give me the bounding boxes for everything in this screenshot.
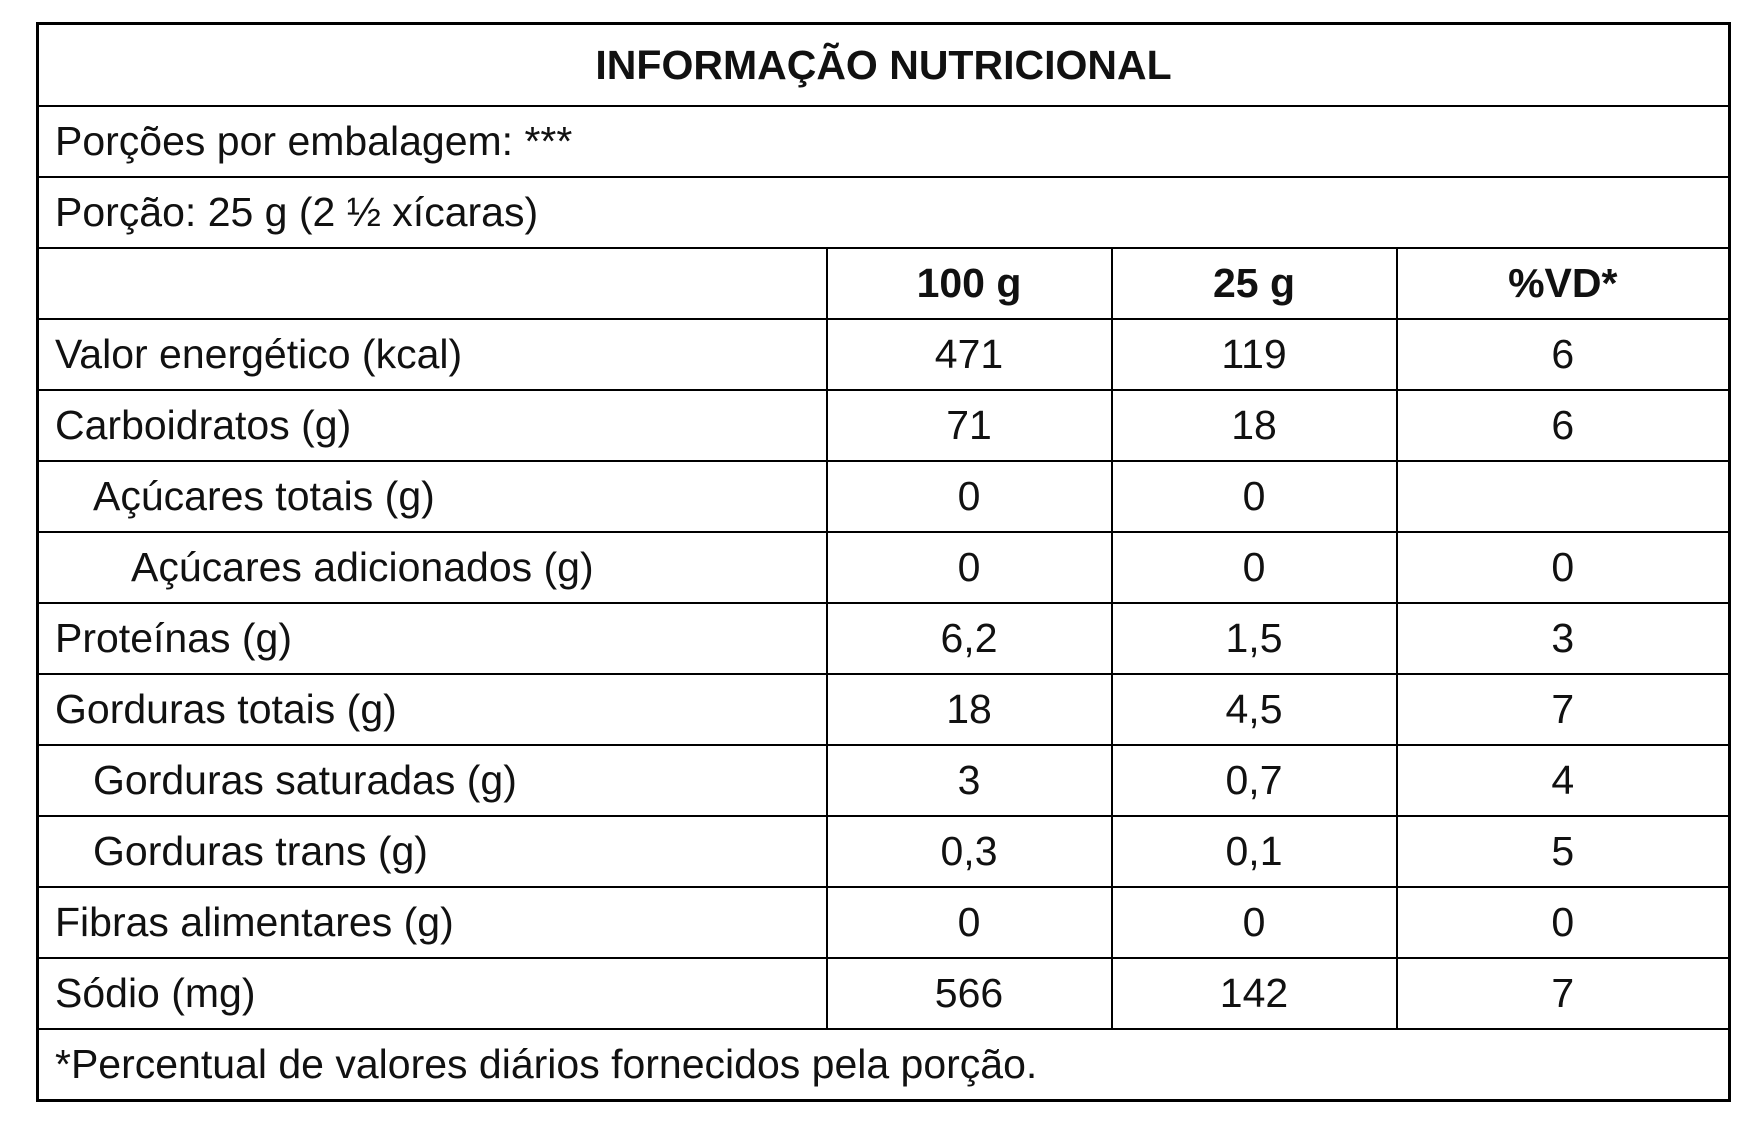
nutrient-value: 3 <box>1395 602 1731 675</box>
footnote-row: *Percentual de valores diários fornecido… <box>36 1028 1731 1102</box>
nutrient-value: 71 <box>825 389 1113 462</box>
title-row: INFORMAÇÃO NUTRICIONAL <box>36 22 1731 107</box>
nutrient-value: 0 <box>1395 531 1731 604</box>
nutrient-label: Gorduras saturadas (g) <box>36 744 828 817</box>
serving-size: Porção: 25 g (2 ½ xícaras) <box>36 176 1731 249</box>
nutrient-value: 3 <box>825 744 1113 817</box>
nutrient-value: 471 <box>825 318 1113 391</box>
column-header: 100 g <box>825 247 1113 320</box>
nutrient-value: 0 <box>825 460 1113 533</box>
nutrient-value: 119 <box>1110 318 1398 391</box>
nutrient-value: 4 <box>1395 744 1731 817</box>
nutrient-value: 0 <box>1110 460 1398 533</box>
nutrient-label: Carboidratos (g) <box>36 389 828 462</box>
nutrient-value: 0,7 <box>1110 744 1398 817</box>
column-header-row: 100 g 25 g %VD* <box>36 247 1731 320</box>
nutrient-value: 0 <box>825 886 1113 959</box>
nutrient-value: 0 <box>1110 886 1398 959</box>
empty-cell <box>36 247 828 320</box>
nutrient-row: Carboidratos (g) 71 18 6 <box>36 389 1731 462</box>
nutrition-table: INFORMAÇÃO NUTRICIONAL Porções por embal… <box>36 22 1732 1102</box>
nutrient-row: Açúcares adicionados (g) 0 0 0 <box>36 531 1731 604</box>
nutrient-value: 4,5 <box>1110 673 1398 746</box>
nutrient-row: Gorduras trans (g) 0,3 0,1 5 <box>36 815 1731 888</box>
servings-row: Porções por embalagem: *** <box>36 105 1731 178</box>
serving-row: Porção: 25 g (2 ½ xícaras) <box>36 176 1731 249</box>
nutrient-label: Sódio (mg) <box>36 957 828 1030</box>
nutrient-value: 6,2 <box>825 602 1113 675</box>
column-header: %VD* <box>1395 247 1731 320</box>
empty-cell <box>1395 460 1731 533</box>
nutrient-value: 142 <box>1110 957 1398 1030</box>
nutrient-value: 6 <box>1395 318 1731 391</box>
nutrient-value: 6 <box>1395 389 1731 462</box>
nutrient-label: Fibras alimentares (g) <box>36 886 828 959</box>
nutrient-row: Sódio (mg) 566 142 7 <box>36 957 1731 1030</box>
nutrient-value: 7 <box>1395 673 1731 746</box>
nutrient-label: Gorduras totais (g) <box>36 673 828 746</box>
nutrient-row: Valor energético (kcal) 471 119 6 <box>36 318 1731 391</box>
nutrient-value: 0,3 <box>825 815 1113 888</box>
nutrient-label: Gorduras trans (g) <box>36 815 828 888</box>
nutrient-row: Fibras alimentares (g) 0 0 0 <box>36 886 1731 959</box>
servings-per-package: Porções por embalagem: *** <box>36 105 1731 178</box>
nutrient-label: Valor energético (kcal) <box>36 318 828 391</box>
nutrient-row: Gorduras totais (g) 18 4,5 7 <box>36 673 1731 746</box>
footnote: *Percentual de valores diários fornecido… <box>36 1028 1731 1102</box>
nutrient-row: Açúcares totais (g) 0 0 <box>36 460 1731 533</box>
nutrient-row: Proteínas (g) 6,2 1,5 3 <box>36 602 1731 675</box>
nutrient-row: Gorduras saturadas (g) 3 0,7 4 <box>36 744 1731 817</box>
nutrient-value: 0 <box>1110 531 1398 604</box>
nutrient-label: Proteínas (g) <box>36 602 828 675</box>
nutrient-value: 1,5 <box>1110 602 1398 675</box>
nutrient-value: 0 <box>1395 886 1731 959</box>
table-title: INFORMAÇÃO NUTRICIONAL <box>36 22 1731 107</box>
nutrient-value: 566 <box>825 957 1113 1030</box>
nutrient-label: Açúcares totais (g) <box>36 460 828 533</box>
nutrient-value: 18 <box>1110 389 1398 462</box>
nutrient-value: 7 <box>1395 957 1731 1030</box>
nutrient-label: Açúcares adicionados (g) <box>36 531 828 604</box>
nutrient-value: 5 <box>1395 815 1731 888</box>
nutrient-value: 0,1 <box>1110 815 1398 888</box>
nutrient-value: 0 <box>825 531 1113 604</box>
nutrient-value: 18 <box>825 673 1113 746</box>
column-header: 25 g <box>1110 247 1398 320</box>
